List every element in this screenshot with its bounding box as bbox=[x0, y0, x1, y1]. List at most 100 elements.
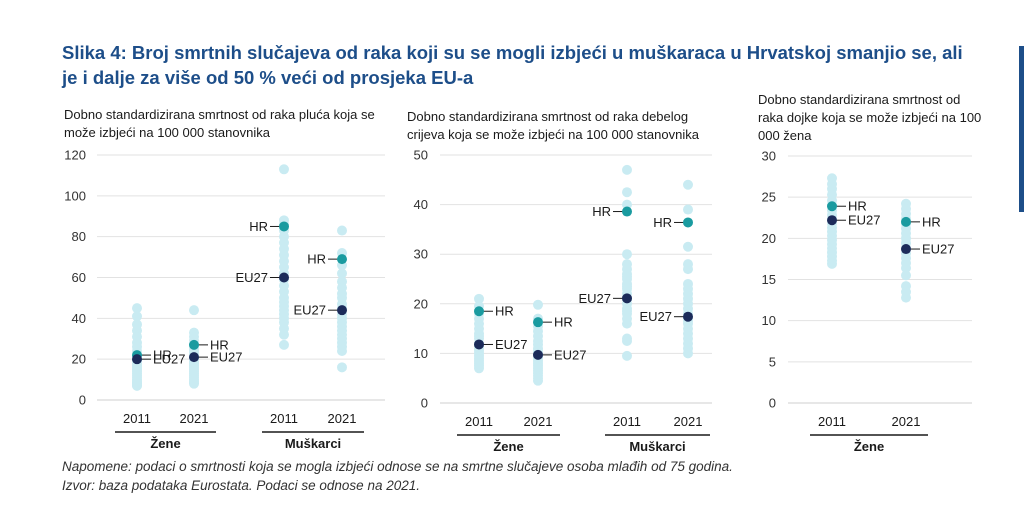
note-2: Izvor: baza podataka Eurostata. Podaci s… bbox=[62, 478, 420, 493]
hr-label: HR bbox=[153, 348, 172, 363]
country-dot bbox=[337, 268, 347, 279]
hr-label: HR bbox=[307, 252, 326, 267]
eu27-label: EU27 bbox=[639, 309, 672, 324]
y-tick-label: 30 bbox=[414, 247, 428, 262]
country-dot bbox=[901, 292, 911, 303]
y-tick-label: 80 bbox=[72, 229, 86, 244]
chart-panel-1: 020406080100120HREU272011HREU272021ŽeneH… bbox=[64, 148, 385, 451]
group-label: Žene bbox=[854, 439, 884, 454]
hr-marker bbox=[901, 216, 911, 227]
x-category-label: 2021 bbox=[524, 414, 553, 429]
group-label: Žene bbox=[493, 439, 523, 454]
eu27-label: EU27 bbox=[293, 303, 326, 318]
hr-marker bbox=[279, 221, 289, 232]
hr-label: HR bbox=[249, 219, 268, 234]
hr-marker bbox=[533, 317, 543, 328]
country-dot bbox=[683, 264, 693, 275]
eu27-marker bbox=[827, 215, 837, 226]
eu27-label: EU27 bbox=[578, 291, 611, 306]
x-category-label: 2011 bbox=[613, 414, 641, 429]
y-tick-label: 20 bbox=[762, 231, 776, 246]
country-dot bbox=[474, 363, 484, 374]
y-tick-label: 40 bbox=[414, 197, 428, 212]
eu27-label: EU27 bbox=[235, 270, 268, 285]
hr-marker bbox=[683, 217, 693, 228]
eu27-label: EU27 bbox=[153, 352, 186, 367]
eu27-marker bbox=[622, 293, 632, 304]
x-category-label: 2021 bbox=[674, 414, 703, 429]
country-dot bbox=[683, 241, 693, 252]
country-dot bbox=[533, 375, 543, 386]
y-tick-label: 10 bbox=[762, 313, 776, 328]
hr-label: HR bbox=[653, 215, 672, 230]
figure-title: Slika 4: Broj smrtnih slučajeva od raka … bbox=[62, 42, 963, 88]
country-dot bbox=[622, 318, 632, 329]
chart-panel-2: 01020304050HREU272011HREU272021ŽeneHREU2… bbox=[414, 148, 712, 454]
country-dot bbox=[683, 204, 693, 215]
country-dot bbox=[279, 339, 289, 350]
y-tick-label: 50 bbox=[414, 148, 428, 163]
y-tick-label: 100 bbox=[64, 188, 86, 203]
panel-3-ylabel: Dobno standardizirana smrtnost od raka d… bbox=[758, 92, 982, 143]
x-category-label: 2011 bbox=[818, 414, 846, 429]
country-dot bbox=[622, 336, 632, 346]
country-dot bbox=[132, 303, 142, 314]
x-category-label: 2021 bbox=[180, 411, 209, 426]
y-tick-label: 60 bbox=[72, 270, 86, 285]
eu27-marker bbox=[533, 349, 543, 360]
x-category-label: 2011 bbox=[270, 411, 298, 426]
country-dot bbox=[189, 378, 199, 389]
note-1: Napomene: podaci o smrtnosti koja se mog… bbox=[62, 459, 733, 474]
eu27-marker bbox=[474, 339, 484, 350]
country-dot bbox=[279, 164, 289, 175]
group-label: Muškarci bbox=[285, 436, 341, 451]
y-tick-label: 20 bbox=[72, 352, 86, 367]
eu27-label: EU27 bbox=[554, 347, 587, 362]
group-label: Žene bbox=[150, 436, 180, 451]
country-dot bbox=[337, 225, 347, 236]
eu27-label: EU27 bbox=[210, 350, 243, 365]
x-category-label: 2021 bbox=[328, 411, 357, 426]
eu27-label: EU27 bbox=[495, 337, 528, 352]
country-dot bbox=[622, 350, 632, 361]
edge-accent-bar bbox=[1019, 46, 1024, 212]
hr-label: HR bbox=[554, 315, 573, 330]
country-dot bbox=[622, 187, 632, 198]
hr-label: HR bbox=[592, 204, 611, 219]
eu27-marker bbox=[337, 305, 347, 316]
hr-label: HR bbox=[848, 199, 867, 214]
eu27-marker bbox=[683, 311, 693, 322]
eu27-marker bbox=[132, 354, 142, 365]
y-tick-label: 5 bbox=[769, 354, 776, 369]
country-dot bbox=[189, 305, 199, 316]
country-dot bbox=[279, 329, 289, 340]
group-label: Muškarci bbox=[629, 439, 685, 454]
country-dot bbox=[337, 346, 347, 356]
hr-label: HR bbox=[495, 304, 514, 319]
hr-marker bbox=[622, 206, 632, 217]
y-tick-label: 30 bbox=[762, 149, 776, 164]
hr-marker bbox=[189, 339, 199, 350]
y-tick-label: 0 bbox=[421, 396, 428, 411]
country-dot bbox=[622, 249, 632, 260]
country-dot bbox=[827, 258, 837, 269]
hr-marker bbox=[474, 306, 484, 317]
hr-label: HR bbox=[210, 337, 229, 352]
y-tick-label: 10 bbox=[414, 346, 428, 361]
country-dot bbox=[683, 179, 693, 190]
country-dot bbox=[901, 270, 911, 281]
eu27-marker bbox=[189, 352, 199, 363]
y-tick-label: 120 bbox=[64, 148, 86, 163]
country-dot bbox=[901, 262, 911, 273]
panel-1-ylabel: Dobno standardizirana smrtnost od raka p… bbox=[64, 107, 375, 140]
x-category-label: 2021 bbox=[892, 414, 921, 429]
x-category-label: 2011 bbox=[465, 414, 493, 429]
y-tick-label: 25 bbox=[762, 190, 776, 205]
country-dot bbox=[132, 311, 142, 322]
hr-marker bbox=[827, 201, 837, 212]
eu27-marker bbox=[901, 244, 911, 255]
y-tick-label: 0 bbox=[79, 393, 86, 408]
country-dot bbox=[533, 299, 543, 310]
y-tick-label: 20 bbox=[414, 296, 428, 311]
